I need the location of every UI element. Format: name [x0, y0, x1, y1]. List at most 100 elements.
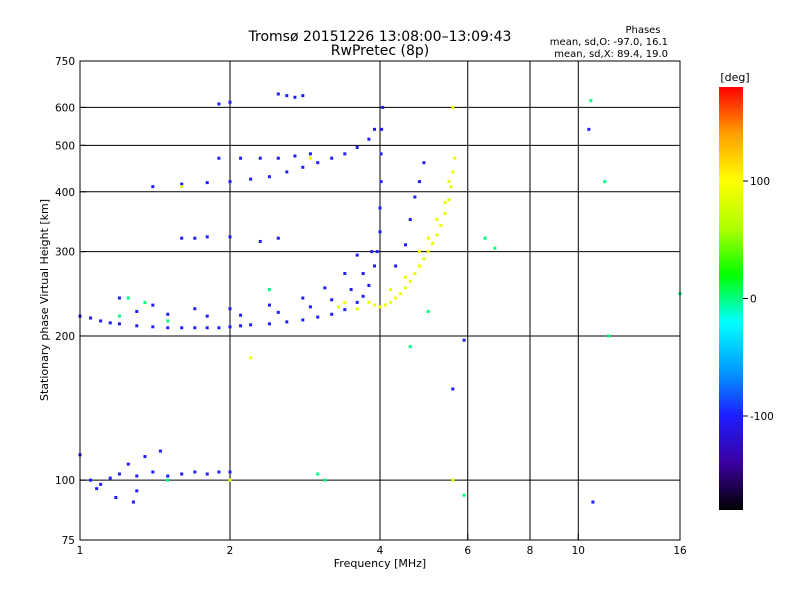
data-point: [143, 300, 147, 304]
chart-title: Tromsø 20151226 13:08:00–13:09:43: [248, 29, 512, 45]
data-point: [205, 326, 209, 330]
data-point: [379, 180, 383, 184]
data-point: [217, 156, 221, 160]
data-point: [408, 218, 412, 222]
y-tick-label: 500: [55, 140, 75, 152]
colorbar-tick-label: 100: [750, 176, 770, 188]
data-point: [301, 318, 305, 322]
x-tick-label: 16: [673, 545, 687, 557]
data-point: [166, 312, 170, 316]
data-point: [151, 470, 155, 474]
data-point: [316, 315, 320, 319]
data-point: [217, 470, 221, 474]
x-tick-label: 4: [377, 545, 384, 557]
data-points: [78, 92, 682, 504]
data-point: [151, 185, 155, 189]
data-point: [399, 292, 403, 296]
data-point: [193, 236, 197, 240]
data-point: [453, 156, 457, 160]
data-point: [417, 250, 421, 254]
data-point: [462, 493, 466, 497]
data-point: [267, 322, 271, 326]
data-point: [361, 294, 365, 298]
chart-subtitle: RwPretec (8p): [331, 43, 429, 59]
data-point: [239, 324, 243, 328]
data-point: [267, 288, 271, 292]
data-point: [417, 180, 421, 184]
y-tick-label: 100: [55, 475, 75, 487]
data-point: [228, 100, 232, 104]
data-point: [493, 246, 497, 250]
data-point: [330, 298, 334, 302]
data-point: [373, 264, 377, 268]
data-point: [267, 175, 271, 179]
data-point: [426, 309, 430, 313]
data-point: [355, 300, 359, 304]
data-point: [447, 198, 451, 202]
data-point: [308, 156, 312, 160]
data-point: [413, 195, 417, 199]
data-point: [276, 236, 280, 240]
data-point: [367, 300, 371, 304]
x-tick-label: 8: [527, 545, 534, 557]
data-point: [380, 127, 384, 131]
data-point: [426, 236, 430, 240]
data-point: [408, 345, 412, 349]
colorbar-label: [deg]: [720, 71, 749, 84]
data-point: [258, 156, 262, 160]
data-point: [443, 200, 447, 204]
data-point: [166, 319, 170, 323]
data-point: [367, 137, 371, 141]
data-point: [316, 472, 320, 476]
y-axis-label: Stationary phase Virtual Height [km]: [38, 199, 51, 401]
data-point: [483, 236, 487, 240]
data-point: [108, 476, 112, 480]
data-point: [422, 257, 426, 261]
data-point: [228, 470, 232, 474]
data-point: [389, 300, 393, 304]
data-point: [99, 482, 103, 486]
data-point: [591, 500, 595, 504]
data-point: [439, 224, 443, 228]
data-point: [301, 94, 305, 98]
data-point: [308, 152, 312, 156]
data-point: [249, 177, 253, 181]
data-point: [89, 316, 93, 320]
data-point: [435, 218, 439, 222]
x-tick-label: 2: [227, 545, 234, 557]
data-point: [135, 309, 139, 313]
data-point: [301, 165, 305, 169]
data-point: [166, 474, 170, 478]
data-point: [355, 253, 359, 257]
data-point: [249, 323, 253, 327]
data-point: [417, 264, 421, 268]
data-point: [217, 326, 221, 330]
data-point: [180, 326, 184, 330]
colorbar: [719, 87, 743, 510]
data-point: [135, 324, 139, 328]
data-point: [293, 95, 297, 99]
data-point: [95, 487, 99, 491]
data-point: [349, 288, 353, 292]
data-point: [308, 305, 312, 309]
data-point: [180, 236, 184, 240]
data-point: [117, 296, 121, 300]
data-point: [228, 235, 232, 239]
data-point: [180, 182, 184, 186]
data-point: [323, 286, 327, 290]
data-point: [370, 250, 374, 254]
data-point: [131, 500, 135, 504]
data-point: [373, 303, 377, 307]
y-axis-ticks: 75 100 200 300 400 500 600 750: [55, 56, 86, 547]
data-point: [158, 449, 162, 453]
data-point: [193, 307, 197, 311]
data-point: [193, 470, 197, 474]
colorbar-tick-label: 0: [750, 294, 757, 306]
x-axis-label: Frequency [MHz]: [334, 557, 426, 570]
data-point: [408, 279, 412, 283]
data-point: [343, 272, 347, 276]
data-point: [389, 288, 393, 292]
data-point: [276, 92, 280, 96]
data-point: [587, 127, 591, 131]
